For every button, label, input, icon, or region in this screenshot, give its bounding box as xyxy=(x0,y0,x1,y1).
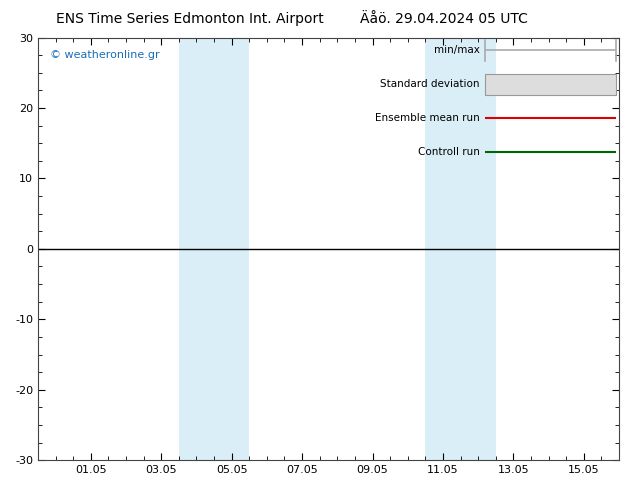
Bar xyxy=(425,38,496,460)
Text: Ensemble mean run: Ensemble mean run xyxy=(375,113,479,123)
Bar xyxy=(179,38,249,460)
Text: Controll run: Controll run xyxy=(418,147,479,157)
Text: © weatheronline.gr: © weatheronline.gr xyxy=(49,50,159,60)
Text: min/max: min/max xyxy=(434,45,479,55)
Bar xyxy=(486,74,616,95)
Text: ENS Time Series Edmonton Int. Airport: ENS Time Series Edmonton Int. Airport xyxy=(56,12,324,26)
Text: Standard deviation: Standard deviation xyxy=(380,79,479,89)
Text: Äåö. 29.04.2024 05 UTC: Äåö. 29.04.2024 05 UTC xyxy=(360,12,527,26)
